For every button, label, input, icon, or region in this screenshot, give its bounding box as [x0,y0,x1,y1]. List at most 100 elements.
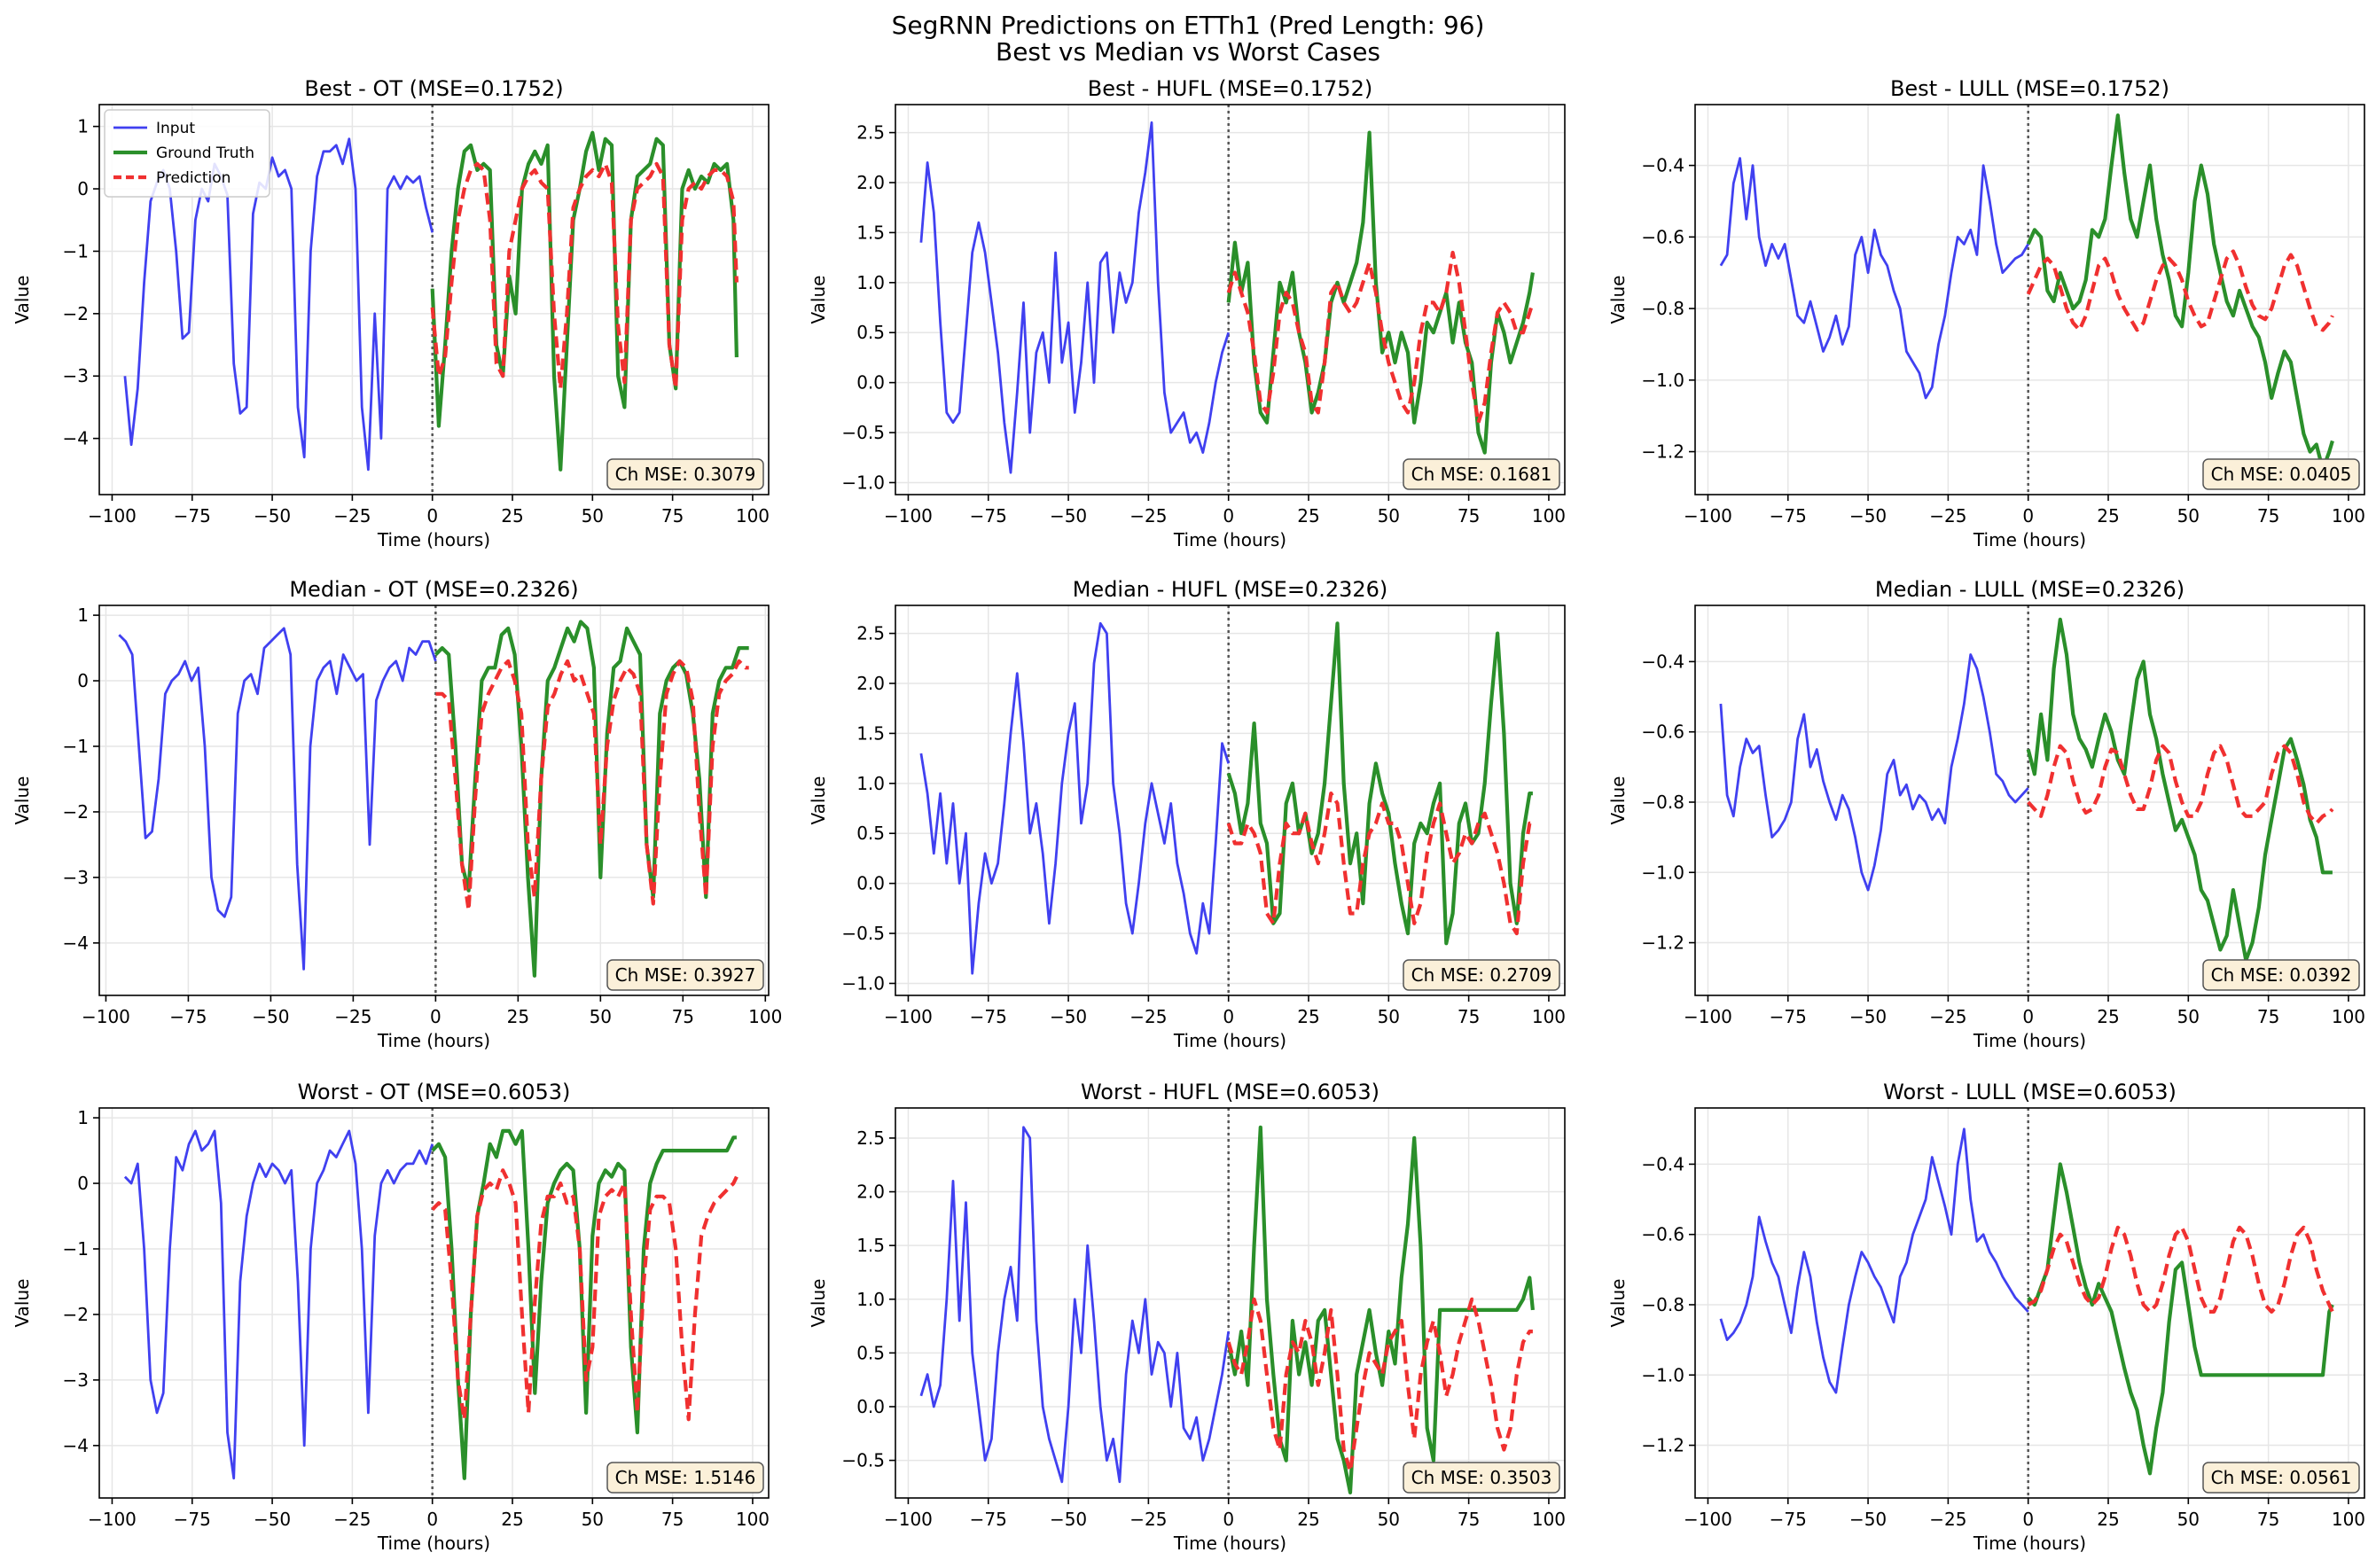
x-tick-label: −100 [1684,1006,1732,1027]
y-tick-label: −4 [63,932,89,954]
series-line-prediction [435,659,749,912]
y-tick-label: −0.6 [1641,722,1684,743]
x-tick-label: 50 [1378,1509,1400,1530]
legend-label-prediction: Prediction [156,169,231,187]
subplot: −100 −75 −50 −25 0 25 50 75 100 1 0 −1 −2 −3 −4 Best - … [12,76,770,550]
x-tick-label: −75 [1770,505,1807,527]
mse-badge-label: Ch MSE: 0.0561 [2211,1467,2352,1488]
y-tick-label: −1 [63,736,89,757]
axes-frame [98,1107,770,1499]
mse-badge [2202,458,2360,490]
x-tick-label: 0 [430,1006,442,1027]
x-tick-label: −25 [333,505,371,527]
mse-badge-label: Ch MSE: 0.0392 [2211,964,2352,986]
y-axis-label: Value [1607,1279,1629,1328]
mse-badge-label: Ch MSE: 0.0405 [2211,464,2352,485]
mse-badge [606,1462,764,1494]
axes-frame [1694,104,2365,495]
x-tick-label: −50 [1050,1006,1087,1027]
x-tick-label: 50 [1378,505,1400,527]
x-tick-label: −25 [1929,1006,1966,1027]
y-tick-label: −1.0 [841,972,885,994]
subplot-title: Median - OT (MSE=0.2326) [289,577,578,602]
x-axis-label: Time (hours) [1173,1030,1286,1051]
mse-badge-label: Ch MSE: 1.5146 [615,1467,756,1488]
y-axis-label: Value [808,776,829,825]
series-group [1719,113,2334,472]
x-axis-label: Time (hours) [377,1030,490,1051]
x-tick-label: 75 [672,1006,694,1027]
mse-badge [606,959,764,991]
subplot: −100 −75 −50 −25 0 25 50 75 100 1 0 −1 −2 −3 −4 Median … [12,577,782,1051]
mse-badge-label: Ch MSE: 0.1681 [1411,464,1552,485]
y-tick-label: 2.5 [856,122,885,144]
subplot: −100 −75 −50 −25 0 25 50 75 100 1 0 −1 −2 −3 −4 Worst -… [12,1080,770,1554]
x-tick-label: 25 [501,505,523,527]
y-tick-label: −3 [63,867,89,888]
y-tick-label: −0.8 [1641,298,1684,319]
legend-box [104,109,270,198]
x-tick-label: −25 [1129,1006,1167,1027]
x-tick-label: −100 [884,505,933,527]
series-line-ground-truth [430,130,739,472]
y-tick-label: 2.0 [856,1182,885,1203]
x-tick-label: 100 [736,1509,770,1530]
y-tick-label: 0 [77,178,89,199]
mse-badge-label: Ch MSE: 0.3079 [615,464,756,485]
x-tick-label: −100 [88,1509,137,1530]
y-tick-label: 1.5 [856,222,885,243]
y-tick-label: −2 [63,303,89,324]
y-tick-label: 1.5 [856,1235,885,1256]
x-axis-label: Time (hours) [1973,1533,2086,1554]
mse-badge [1403,1462,1560,1494]
y-tick-label: −0.6 [1641,226,1684,247]
subplot-title: Worst - LULL (MSE=0.6053) [1883,1080,2177,1104]
y-axis-label: Value [1607,276,1629,324]
x-tick-label: 25 [501,1509,523,1530]
y-tick-label: 0.5 [856,322,885,343]
y-tick-label: 1 [77,116,89,137]
series-line-input [1719,653,2029,892]
x-tick-label: −100 [88,505,137,527]
x-tick-label: −50 [1849,505,1887,527]
y-tick-label: −0.8 [1641,1294,1684,1315]
y-tick-label: −0.4 [1641,155,1684,176]
y-tick-label: 1.0 [856,1289,885,1310]
x-tick-label: 0 [1223,505,1234,527]
series-line-input [1719,1127,2029,1394]
series-line-prediction [431,1168,739,1422]
y-tick-label: −1.0 [1641,370,1684,391]
x-axis-label: Time (hours) [1973,1030,2086,1051]
x-tick-label: −50 [1050,505,1087,527]
subplot: −100 −75 −50 −25 0 25 50 75 100 2.5 2.0 1.5 1.0 0.5 0.… [808,577,1566,1051]
x-axis-label: Time (hours) [377,529,490,550]
series-line-ground-truth [1226,130,1535,455]
x-tick-label: 50 [590,1006,612,1027]
axes-frame [895,1107,1566,1499]
figure-title-line1: SegRNN Predictions on ETTh1 (Pred Length… [892,11,1485,40]
series-line-ground-truth [431,1128,737,1480]
x-tick-label: 0 [1223,1509,1234,1530]
x-tick-label: 0 [1223,1006,1234,1027]
x-tick-label: −50 [1849,1006,1887,1027]
x-tick-label: 75 [2257,1006,2279,1027]
x-tick-label: 100 [2332,1509,2365,1530]
subplot-title: Best - HUFL (MSE=0.1752) [1088,76,1372,101]
subplot-title: Best - LULL (MSE=0.1752) [1890,76,2169,101]
y-axis-label: Value [12,1279,33,1328]
x-tick-label: 100 [2332,1006,2365,1027]
y-tick-label: −3 [63,365,89,386]
mse-badge [2202,959,2360,991]
series-line-input [919,1126,1231,1484]
subplot-title: Median - HUFL (MSE=0.2326) [1073,577,1388,602]
y-axis-label: Value [808,1279,829,1328]
series-line-input [919,621,1231,975]
x-tick-label: 75 [1458,1006,1480,1027]
series-line-prediction [2027,1225,2334,1314]
series-group [919,621,1533,975]
x-tick-label: 25 [1297,1006,1319,1027]
subplot-title: Worst - OT (MSE=0.6053) [298,1080,571,1104]
y-axis-label: Value [808,276,829,324]
series-line-ground-truth [2026,617,2333,963]
y-tick-label: −1.2 [1641,932,1684,954]
